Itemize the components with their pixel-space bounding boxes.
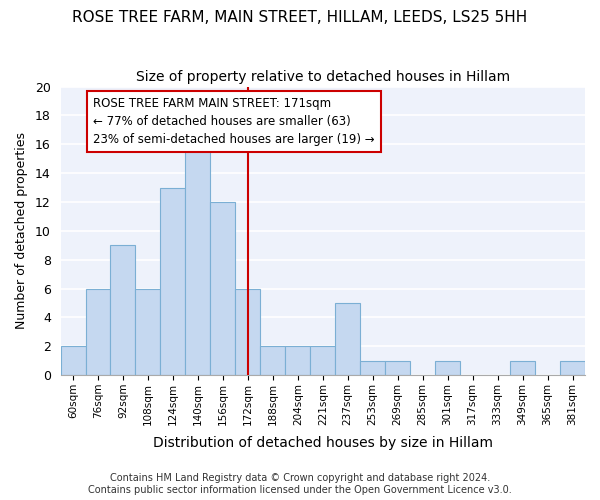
Bar — [136, 288, 160, 375]
Bar — [560, 360, 585, 375]
Y-axis label: Number of detached properties: Number of detached properties — [15, 132, 28, 330]
Bar — [61, 346, 86, 375]
Title: Size of property relative to detached houses in Hillam: Size of property relative to detached ho… — [136, 70, 510, 84]
Bar — [435, 360, 460, 375]
Bar — [385, 360, 410, 375]
Bar — [235, 288, 260, 375]
Bar — [160, 188, 185, 375]
Bar — [260, 346, 286, 375]
Bar — [110, 246, 136, 375]
Bar — [335, 303, 360, 375]
Bar — [185, 144, 211, 375]
Bar — [510, 360, 535, 375]
Text: Contains HM Land Registry data © Crown copyright and database right 2024.
Contai: Contains HM Land Registry data © Crown c… — [88, 474, 512, 495]
Bar — [211, 202, 235, 375]
Bar — [86, 288, 110, 375]
Text: ROSE TREE FARM, MAIN STREET, HILLAM, LEEDS, LS25 5HH: ROSE TREE FARM, MAIN STREET, HILLAM, LEE… — [73, 10, 527, 25]
Text: ROSE TREE FARM MAIN STREET: 171sqm
← 77% of detached houses are smaller (63)
23%: ROSE TREE FARM MAIN STREET: 171sqm ← 77%… — [93, 96, 374, 146]
Bar — [286, 346, 310, 375]
Bar — [360, 360, 385, 375]
X-axis label: Distribution of detached houses by size in Hillam: Distribution of detached houses by size … — [153, 436, 493, 450]
Bar — [310, 346, 335, 375]
